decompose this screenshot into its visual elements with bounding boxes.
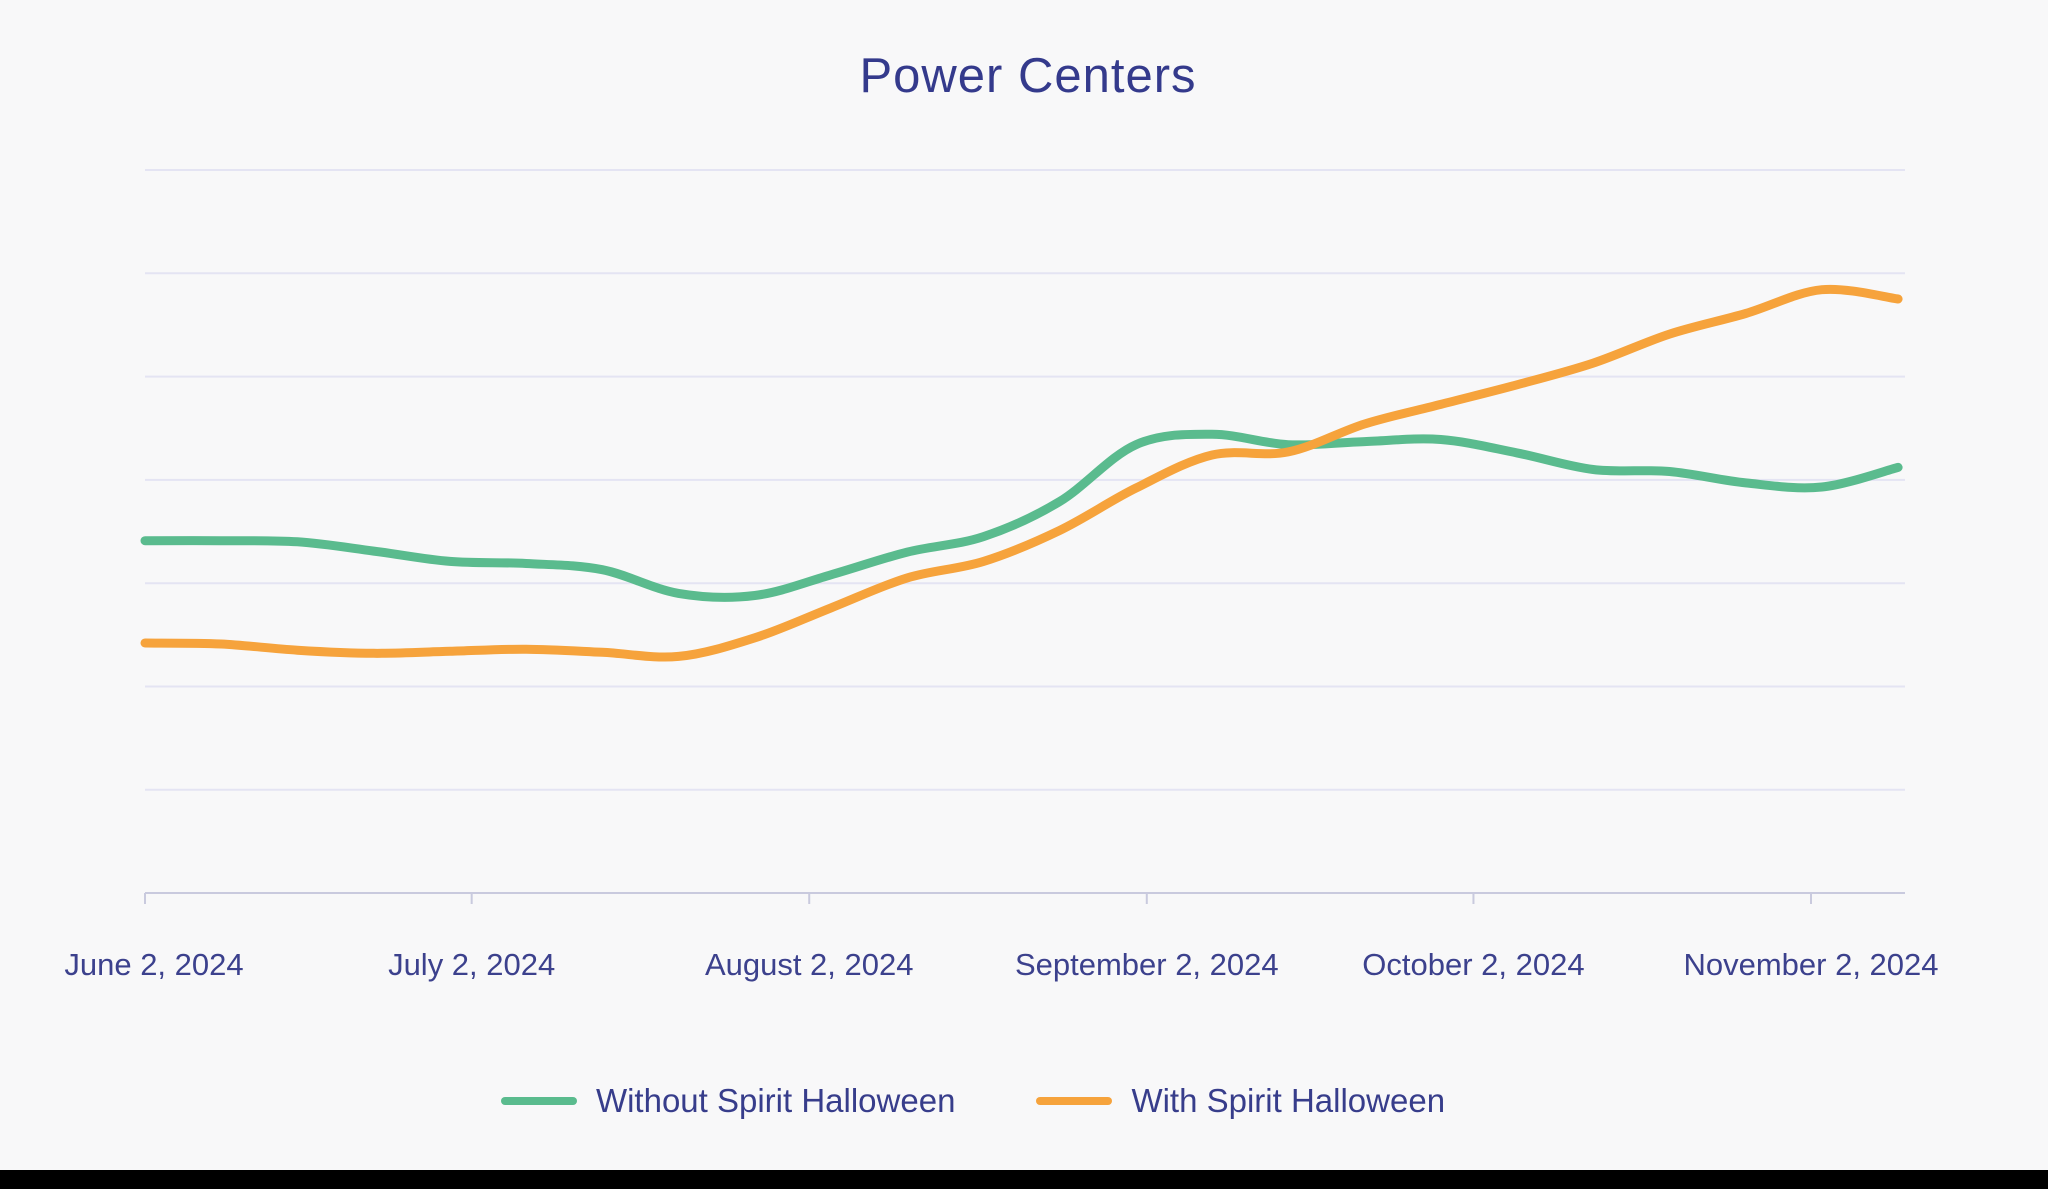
- legend-item-without-spirit-halloween[interactable]: Without Spirit Halloween: [500, 1082, 956, 1120]
- plot-area: [140, 169, 1905, 904]
- legend: Without Spirit Halloween With Spirit Hal…: [0, 1082, 1946, 1120]
- legend-label-with-spirit-halloween: With Spirit Halloween: [1131, 1082, 1446, 1119]
- chart-title: Power Centers: [859, 49, 1197, 103]
- legend-swatch-orange-line: [1036, 1097, 1113, 1105]
- legend-item-with-spirit-halloween[interactable]: With Spirit Halloween: [1036, 1082, 1445, 1120]
- series-line-with-spirit-halloween[interactable]: [140, 284, 1903, 662]
- bottom-black-bar: [0, 1170, 2048, 1189]
- x-axis-tick-label: September 2, 2024: [1014, 947, 1279, 982]
- x-axis-tick-label: August 2, 2024: [704, 947, 914, 982]
- legend-label-without-spirit-halloween: Without Spirit Halloween: [595, 1082, 956, 1119]
- legend-swatch-green-line: [500, 1097, 577, 1105]
- series-line-without-spirit-halloween[interactable]: [140, 429, 1903, 602]
- x-axis-tick-label: June 2, 2024: [64, 947, 244, 982]
- x-axis-tick-label: July 2, 2024: [388, 947, 556, 982]
- x-axis-tick-label: October 2, 2024: [1362, 947, 1585, 982]
- x-axis-tick-label: November 2, 2024: [1683, 947, 1939, 982]
